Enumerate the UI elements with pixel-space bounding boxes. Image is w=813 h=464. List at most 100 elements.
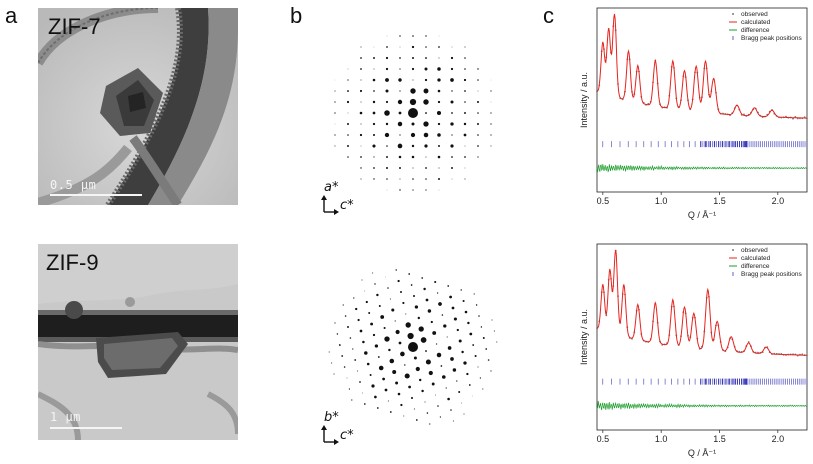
diffraction-spot [407,332,414,340]
diffraction-spot [461,402,462,404]
diffraction-spot [463,78,467,82]
diffraction-spot [464,101,466,103]
diffraction-spot [385,166,389,170]
diffraction-spot [493,330,495,332]
diffraction-spot [440,365,443,367]
diffraction-spot [452,420,454,422]
diffraction-spot [474,354,477,358]
diffraction-spot [437,133,441,137]
x-axis-label: Q / Å⁻¹ [688,448,716,458]
diffraction-spot [477,366,479,368]
diffraction-spot [384,336,390,342]
diffraction-spot [468,384,471,386]
diffraction-spot [423,88,429,94]
diffraction-spot [385,89,389,93]
diffraction-spot [437,100,441,104]
diffraction-spot [397,279,400,283]
diffraction-spot [464,90,466,92]
diffraction-spot [372,133,376,137]
diffraction-spot [403,415,405,417]
diffraction-spot [464,178,466,180]
diffraction-spot [398,78,402,82]
diffraction-spot [372,122,376,126]
diffraction-spot [425,112,427,114]
observed-point [747,341,750,343]
diffraction-spot [410,284,413,286]
diffraction-spot [373,156,375,158]
diffraction-spot [387,287,389,289]
diffraction-spot [388,348,391,352]
diffraction-spot [338,344,341,346]
x-tick-label: 2.0 [772,196,785,206]
difference-line [596,400,808,411]
diffraction-spot [477,145,479,147]
diffraction-spot [438,178,440,180]
diffraction-spot [487,359,490,361]
diffraction-spot [333,373,335,375]
diffraction-spot [463,413,465,415]
diffraction-spot [450,56,454,60]
diffraction-spot [415,419,418,421]
x-tick-label: 2.0 [772,434,785,444]
diffraction-spot [346,377,348,379]
diffraction-spot [412,35,414,37]
diffraction-spot [404,364,406,366]
diffraction-spot [450,144,454,148]
diffraction-spot [467,321,470,325]
diffraction-spot [377,356,380,358]
diffraction-spot [347,112,349,114]
diffraction-spot [479,377,482,379]
diffraction-spot [382,377,385,381]
diffraction-spot [399,178,401,180]
diffraction-spot [451,156,453,158]
diffraction-spot [408,385,411,389]
diffraction-spot [360,178,362,180]
diffraction-spot [463,122,467,126]
diffraction-spot [461,350,464,354]
diffraction-spot [428,370,433,376]
axis-label-b-star: b* [324,410,339,425]
diffraction-spot [412,167,414,169]
refinement-plot-zif9: 0.5 1.0 1.5 2.0 Q / Å⁻¹ Intensity / a.u. obser… [579,243,808,458]
diffraction-spot [370,322,374,326]
diffraction-spot [373,167,375,169]
diffraction-spot [437,78,441,82]
diffraction-spot [450,122,454,126]
tem-image-zif7: ZIF-7 0.5 µm [38,8,238,205]
diffraction-spot [477,68,479,70]
diffraction-spot [491,319,493,321]
diffraction-spot [425,350,427,352]
diffraction-spot [418,326,424,332]
scale-bar [50,194,142,196]
diffraction-spot [420,337,427,343]
diffraction-spot [386,156,388,158]
diffraction-spot [365,300,368,304]
diffraction-spot [438,189,440,191]
diffraction-spot [464,167,466,169]
diffraction-spot [397,143,403,149]
diffraction-spot [362,340,365,344]
diffraction-spot [450,67,454,71]
diffraction-spot [432,331,437,335]
diffraction-spot [347,68,349,70]
diffraction-spot [425,167,427,169]
diffraction-spot [464,156,466,158]
diffraction-spot [456,328,459,332]
diffraction-spot [451,46,453,48]
y-axis-label: Intensity / a.u. [579,309,589,365]
diffraction-spot [402,301,405,305]
diffraction-spot [385,276,386,278]
diffraction-spot [439,416,442,418]
diffraction-spot [424,401,426,403]
diffraction-spot [347,123,349,125]
panel-label-c: c [543,3,554,28]
diffraction-spot [442,375,446,379]
diffraction-spot [450,357,454,361]
diffraction-spot [423,287,426,291]
diffraction-spot [373,57,375,59]
diffraction-spot [342,304,344,306]
diffraction-spot [443,324,447,328]
diffraction-spot [346,100,350,104]
diffraction-spot [359,89,363,93]
diffraction-spot [360,156,362,158]
